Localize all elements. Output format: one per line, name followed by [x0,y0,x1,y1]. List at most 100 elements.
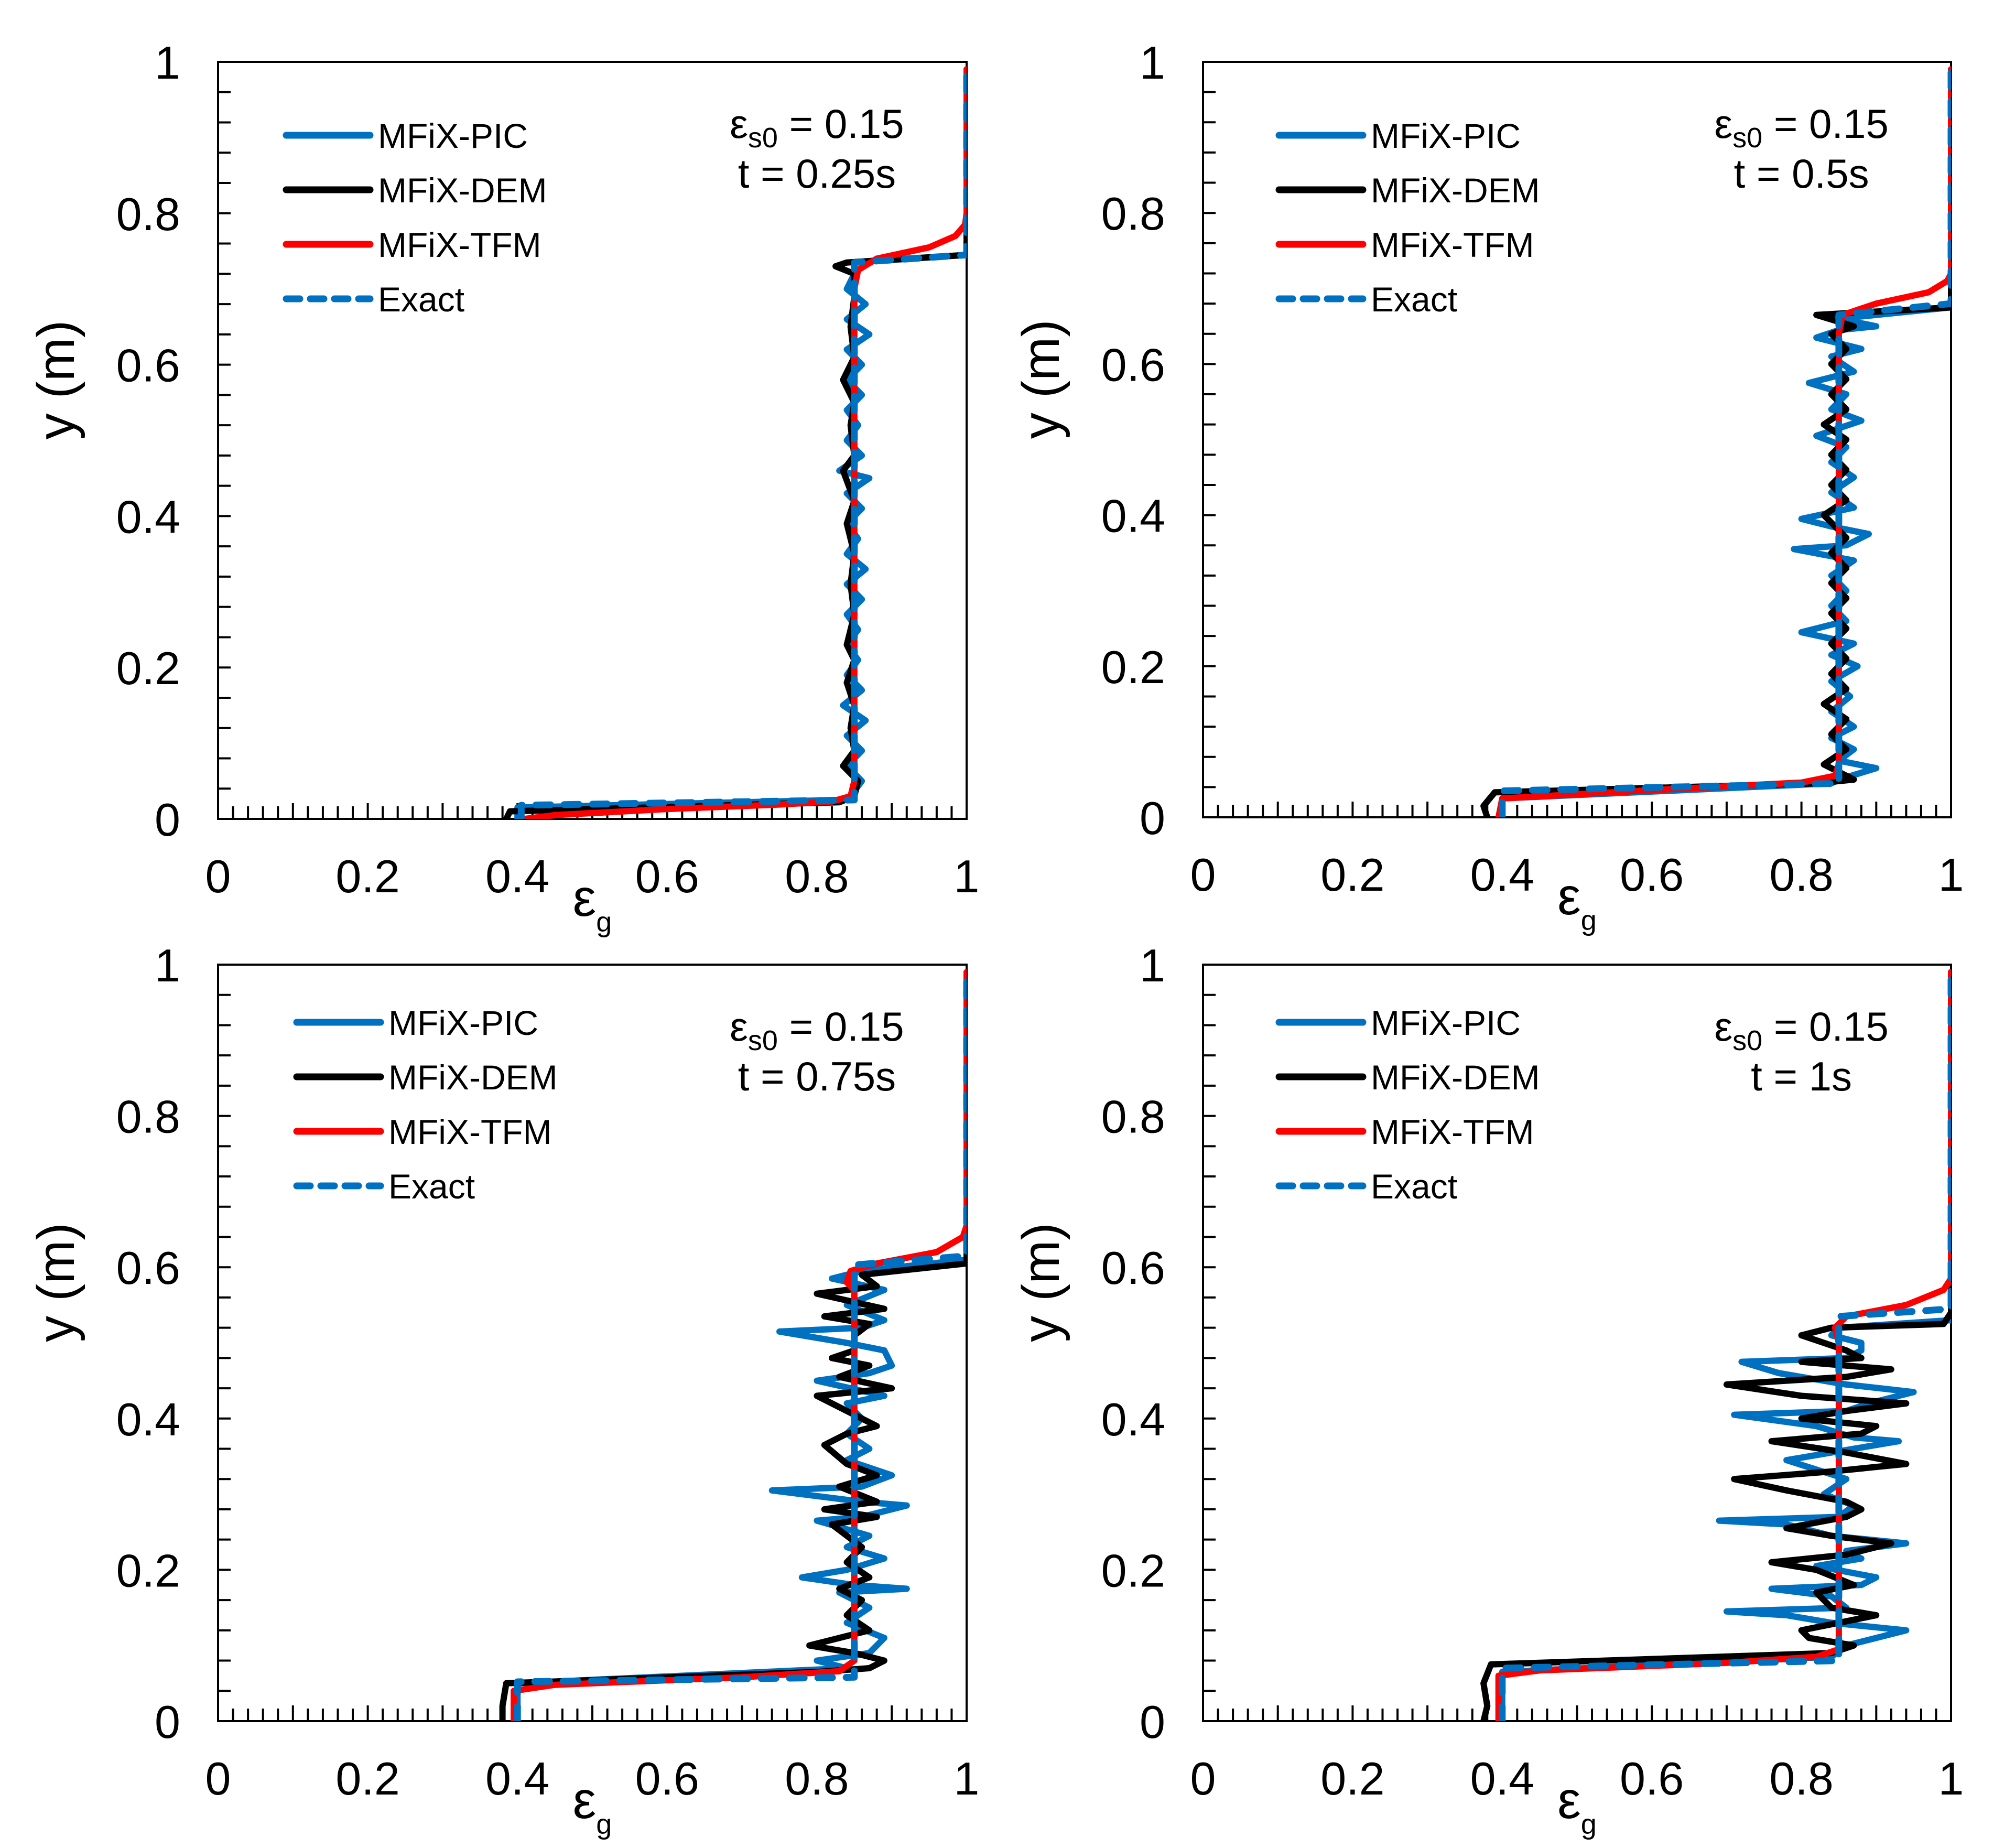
series-line-dem [503,66,967,819]
legend-item-dem: MFiX-DEM [1275,1058,1540,1097]
y-tick-label: 0.6 [1101,339,1165,391]
series-line-exact [1499,968,1951,1721]
legend-item-pic: MFiX-PIC [1275,116,1521,155]
x-tick-label: 0.8 [1769,1753,1833,1804]
y-tick-label: 0.8 [116,1091,180,1143]
legend-label: MFiX-DEM [388,1058,558,1097]
series-group [499,968,967,1721]
legend-item-pic: MFiX-PIC [293,1003,538,1042]
y-axis-label: y (m) [1012,319,1070,439]
legend-item-dem: MFiX-DEM [1275,171,1540,210]
legend-label: Exact [378,280,464,319]
series-line-dem [1480,66,1951,817]
legend-item-dem: MFiX-DEM [293,1058,558,1097]
x-tick-label: 0.8 [785,850,849,902]
legend-item-exact: Exact [293,1167,475,1206]
y-tick-label: 0.6 [1101,1242,1165,1294]
y-tick-label: 0.2 [1101,1544,1165,1596]
y-tick-label: 0.6 [116,340,180,392]
y-tick-label: 0.2 [116,1544,180,1596]
x-tick-label: 0.4 [485,1753,549,1804]
annotation-solid-fraction: εs0 = 0.15 [1714,101,1889,154]
x-tick-label: 0.6 [635,850,699,902]
x-tick-label: 0.2 [335,1753,399,1804]
axis-ticks [218,91,953,819]
x-axis-label: εg [573,869,612,938]
legend-label: MFiX-DEM [378,171,547,210]
legend-label: MFiX-TFM [1371,1112,1534,1151]
y-tick-label: 0 [155,794,180,846]
legend-item-tfm: MFiX-TFM [283,225,541,264]
legend-label: MFiX-PIC [378,116,528,155]
y-tick-label: 0.8 [1101,1091,1165,1143]
y-tick-label: 0.4 [116,491,180,543]
y-tick-label: 0 [155,1696,180,1748]
x-tick-label: 0 [1190,1753,1216,1804]
legend: MFiX-PIC MFiX-DEM MFiX-TFM Exact [1275,116,1540,319]
series-group [1480,968,1951,1721]
y-tick-label: 0 [1140,792,1165,844]
y-axis-label: y (m) [27,1223,85,1342]
x-tick-label: 0 [1190,849,1216,901]
series-group [1480,66,1951,817]
y-tick-label: 0.2 [1101,641,1165,693]
legend-item-exact: Exact [283,280,464,319]
legend-label: MFiX-DEM [1371,1058,1540,1097]
series-line-exact [1499,66,1951,817]
legend-label: MFiX-PIC [1371,116,1521,155]
series-line-dem [499,969,967,1721]
x-tick-label: 0 [205,1753,231,1804]
series-line-pic [1499,66,1951,817]
legend-label: MFiX-PIC [388,1003,538,1042]
chart-panel-top-right: 0 0.2 0.4 0.6 0.8 1 0 0.2 0.4 0.6 0.8 1 y (m) εg εs0 =… [1012,37,1964,936]
x-axis-label: εg [573,1771,612,1840]
x-tick-label: 1 [1938,1753,1964,1804]
legend-item-pic: MFiX-PIC [283,116,528,155]
legend-label: Exact [1371,280,1457,319]
series-group [503,66,967,819]
y-tick-label: 0.8 [116,188,180,240]
chart-panel-bottom-right: 0 0.2 0.4 0.6 0.8 1 0 0.2 0.4 0.6 0.8 1 y (m) εg εs0 =… [1012,939,1964,1840]
annotation-solid-fraction: εs0 = 0.15 [1714,1003,1889,1056]
axis-ticks [1203,91,1937,817]
x-tick-label: 1 [1938,849,1964,901]
x-tick-label: 0.8 [1769,849,1833,901]
y-tick-label: 0.6 [116,1242,180,1294]
legend-label: MFiX-TFM [378,225,541,264]
legend-label: MFiX-PIC [1371,1003,1521,1042]
legend-label: MFiX-TFM [388,1112,552,1151]
x-tick-label: 0.8 [785,1753,849,1804]
x-axis-label: εg [1557,1771,1597,1840]
x-tick-label: 0.2 [1320,1753,1384,1804]
x-tick-label: 0.6 [1620,1753,1684,1804]
chart-panel-top-left: 0 0.2 0.4 0.6 0.8 1 0 0.2 0.4 0.6 0.8 1 y (m) εg εs0 =… [27,37,979,938]
legend-item-exact: Exact [1275,280,1457,319]
legend-item-tfm: MFiX-TFM [293,1112,552,1151]
x-tick-label: 1 [954,850,980,902]
x-axis-label: εg [1557,867,1597,936]
axis-ticks [1203,993,1937,1721]
annotation-time: t = 0.75s [738,1053,896,1099]
x-tick-label: 0 [205,850,231,902]
series-line-dem [1480,969,1951,1721]
x-tick-label: 1 [954,1753,980,1804]
annotation-time: t = 1s [1751,1053,1852,1099]
legend-label: Exact [1371,1167,1457,1206]
legend: MFiX-PIC MFiX-DEM MFiX-TFM Exact [283,116,547,319]
series-line-tfm [511,969,967,1721]
x-tick-label: 0.4 [485,850,549,902]
y-tick-label: 0.2 [116,642,180,694]
x-tick-label: 0.2 [1320,849,1384,901]
legend-item-tfm: MFiX-TFM [1275,225,1534,264]
annotation-time: t = 0.25s [738,150,896,197]
x-tick-label: 0.2 [335,850,399,902]
legend-item-dem: MFiX-DEM [283,171,547,210]
annotation-time: t = 0.5s [1734,150,1869,197]
y-tick-label: 1 [155,37,180,89]
y-tick-label: 1 [1140,939,1165,991]
y-tick-label: 0 [1140,1696,1165,1748]
legend-label: Exact [388,1167,475,1206]
legend-item-pic: MFiX-PIC [1275,1003,1521,1042]
annotation-solid-fraction: εs0 = 0.15 [730,1003,904,1056]
y-tick-label: 0.8 [1101,188,1165,240]
